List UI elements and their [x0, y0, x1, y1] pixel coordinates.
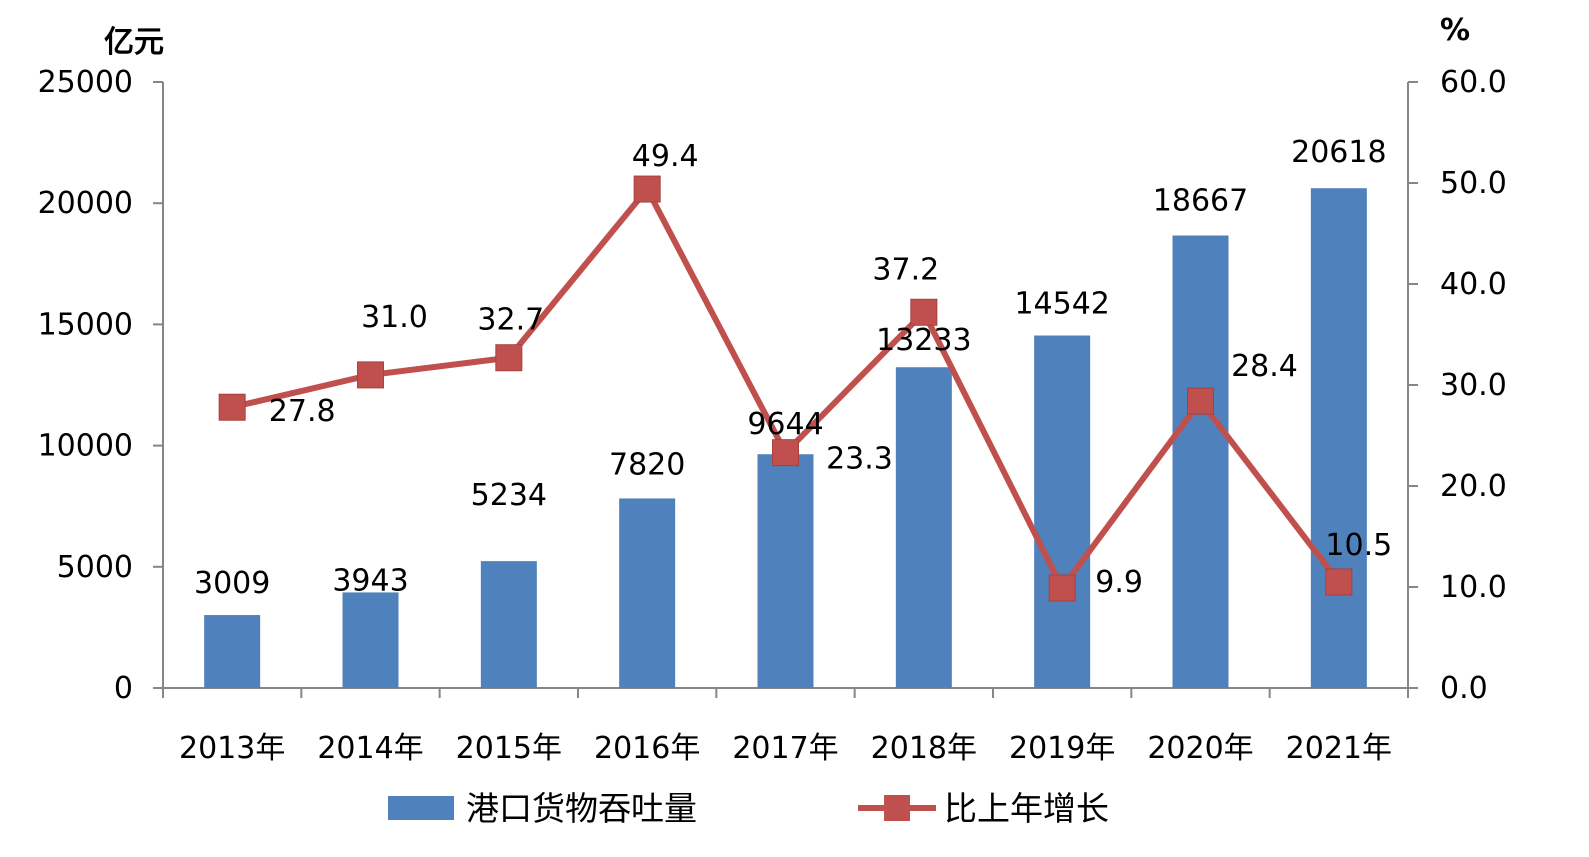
- bar: [895, 367, 952, 688]
- line-marker: [633, 175, 661, 203]
- bar-data-label: 14542: [1014, 287, 1109, 322]
- line-marker: [1048, 574, 1076, 602]
- bar-data-label: 13233: [876, 323, 971, 358]
- line-marker: [218, 393, 246, 421]
- x-tick-label: 2014年: [317, 731, 423, 766]
- y-right-tick-label: 30.0: [1440, 368, 1507, 403]
- bar-data-label: 20618: [1291, 135, 1386, 170]
- y-right-tick-label: 20.0: [1440, 469, 1507, 504]
- x-tick-label: 2021年: [1286, 731, 1392, 766]
- y-left-unit: 亿元: [104, 25, 164, 60]
- x-tick-label: 2019年: [1009, 731, 1115, 766]
- bar: [342, 592, 399, 688]
- line-data-label: 31.0: [361, 300, 428, 335]
- y-left-tick-label: 15000: [38, 307, 133, 342]
- legend-label-bar: 港口货物吞吐量: [466, 789, 697, 828]
- line-marker: [495, 344, 523, 372]
- line-marker: [357, 361, 384, 389]
- y-right-unit: %: [1440, 13, 1470, 48]
- axes: 0 5000 10000 15000 20000 25000 0.0 10.0 20.0 30.0…: [38, 13, 1507, 766]
- bar-data-label: 9644: [747, 407, 823, 442]
- data-labels: 3009 3943 5234 7820 9644 13233 14542 18667 20618…: [194, 135, 1392, 601]
- bar-data-label: 3009: [194, 566, 270, 601]
- line-data-label: 27.8: [269, 394, 336, 429]
- legend-swatch-bar: [388, 796, 454, 820]
- bar: [619, 498, 676, 688]
- y-right-tick-label: 10.0: [1440, 570, 1507, 605]
- x-tick-label: 2013年: [179, 731, 285, 766]
- bar-data-label: 5234: [471, 478, 547, 513]
- line-data-label: 9.9: [1095, 565, 1143, 600]
- y-left-tick-label: 20000: [38, 186, 133, 221]
- line-marker: [772, 439, 799, 467]
- x-tick-label: 2020年: [1147, 731, 1253, 766]
- y-left-tick-label: 25000: [38, 65, 133, 100]
- y-right-tick-label: 50.0: [1440, 166, 1507, 201]
- line-data-label: 28.4: [1231, 349, 1298, 384]
- bar-data-label: 3943: [332, 563, 408, 598]
- bar-data-label: 18667: [1153, 184, 1248, 219]
- y-right-tick-label: 40.0: [1440, 267, 1507, 302]
- line-data-label: 37.2: [872, 252, 939, 287]
- bar: [204, 615, 261, 688]
- line-data-label: 23.3: [826, 442, 893, 477]
- x-tick-label: 2016年: [594, 731, 700, 766]
- line-marker: [1325, 568, 1353, 596]
- bar: [1172, 235, 1229, 689]
- legend: 港口货物吞吐量 比上年增长: [388, 789, 1109, 828]
- bar: [480, 561, 537, 688]
- line-data-label: 32.7: [477, 303, 544, 338]
- x-tick-label: 2018年: [871, 731, 977, 766]
- bar: [757, 454, 814, 688]
- y-right-tick-label: 60.0: [1440, 65, 1507, 100]
- y-left-tick-label: 5000: [57, 550, 133, 585]
- bar-series: [204, 188, 1367, 689]
- legend-swatch-marker: [884, 795, 910, 821]
- x-tick-label: 2015年: [456, 731, 562, 766]
- line-marker: [1187, 387, 1214, 415]
- y-right-tick-label: 0.0: [1440, 671, 1488, 706]
- y-left-tick-label: 10000: [38, 429, 133, 464]
- bar-data-label: 7820: [609, 447, 685, 482]
- legend-label-line: 比上年增长: [944, 789, 1109, 828]
- bar: [1310, 188, 1367, 689]
- line-data-label: 49.4: [632, 139, 699, 174]
- line-marker: [910, 298, 938, 326]
- line-data-label: 10.5: [1325, 528, 1392, 563]
- bar: [1034, 335, 1091, 688]
- y-left-tick-label: 0: [114, 671, 133, 706]
- line-series: [218, 175, 1353, 602]
- x-tick-label: 2017年: [732, 731, 838, 766]
